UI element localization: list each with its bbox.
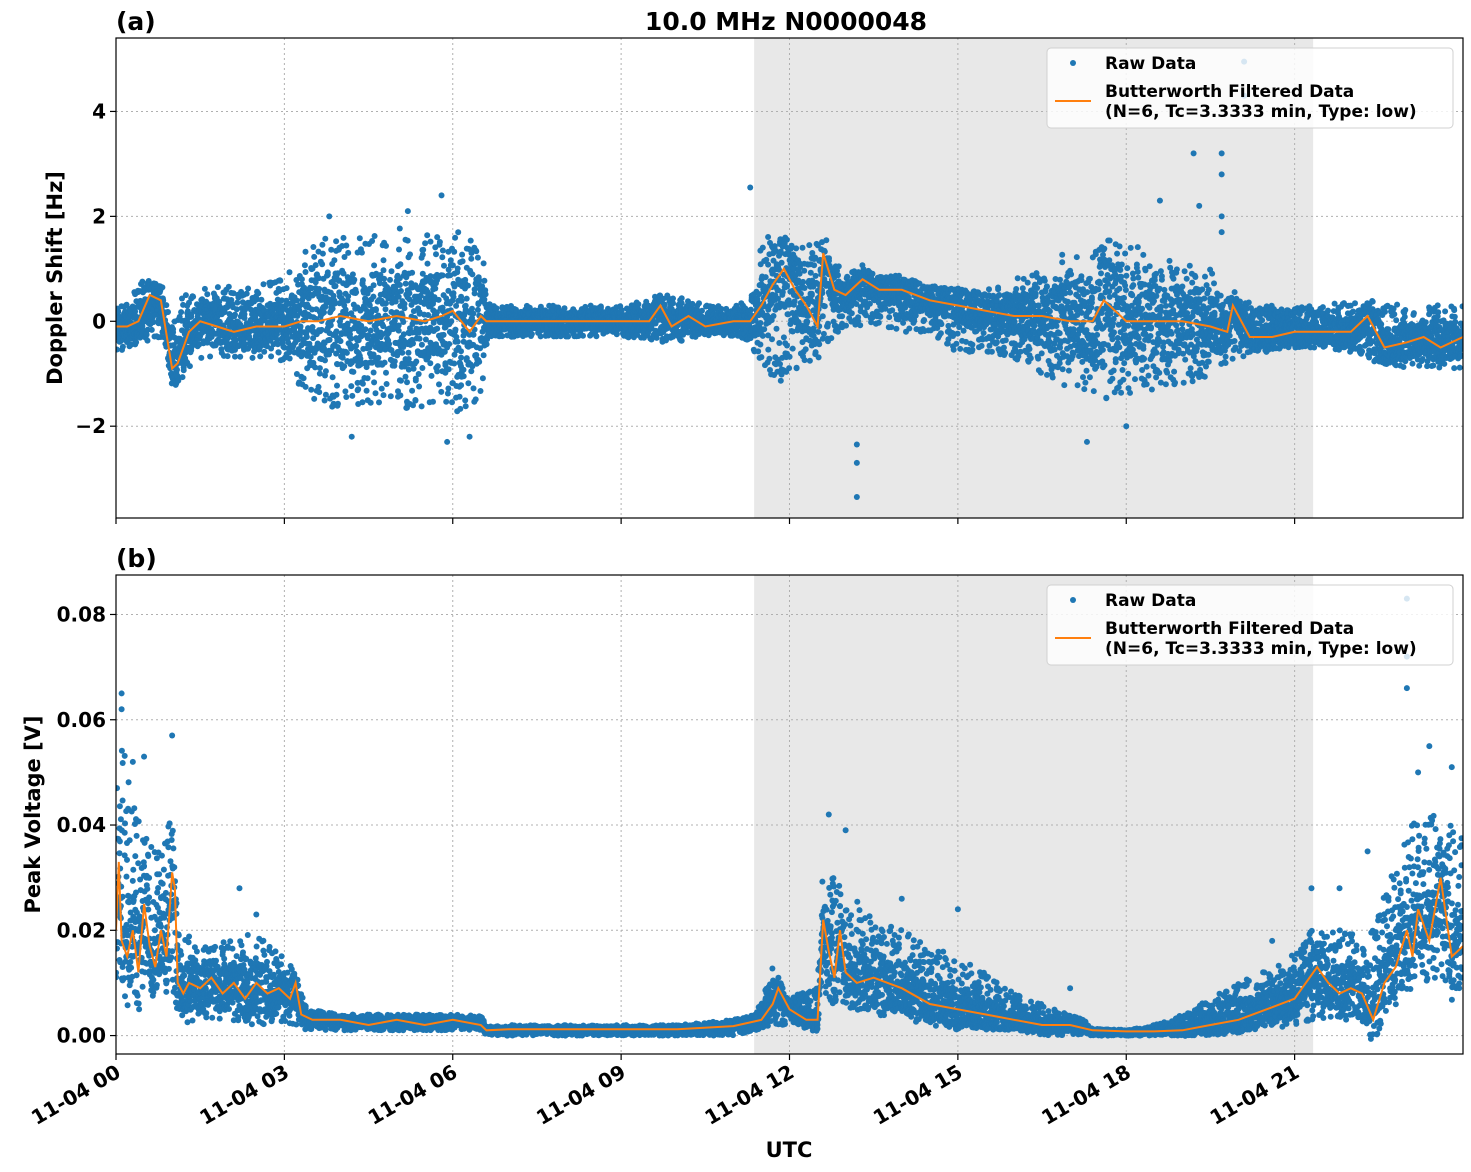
y-axis-label: Peak Voltage [V] <box>21 715 45 913</box>
raw-data-outlier <box>404 208 411 215</box>
raw-data-outlier <box>1269 937 1276 944</box>
panel-a-doppler-shift: −2 0 2 4 Doppler Shift [Hz] (a) Raw Data Butter… <box>43 7 1464 524</box>
x-axis-label: UTC <box>766 1138 813 1162</box>
legend: Raw Data Butterworth Filtered Data(N=6, T… <box>1046 584 1454 666</box>
legend-filtered-label: Butterworth Filtered Data <box>1105 82 1354 102</box>
raw-data-outlier <box>169 732 176 739</box>
x-tick-label: 11-04 06 <box>364 1060 462 1130</box>
raw-data-outlier <box>1364 848 1371 855</box>
raw-data-outlier <box>1403 685 1410 692</box>
raw-data-outlier <box>898 895 905 902</box>
raw-data-outlier <box>466 433 473 440</box>
x-tick-label: 11-04 09 <box>532 1060 630 1130</box>
raw-data-outlier <box>1218 150 1225 157</box>
raw-data-outlier <box>326 213 333 220</box>
raw-data-outlier <box>129 758 136 765</box>
filtered-data-line <box>116 861 1463 1033</box>
raw-data-outlier <box>236 885 243 892</box>
panel-label: (b) <box>116 544 157 573</box>
legend-raw-label: Raw Data <box>1105 591 1196 611</box>
raw-data-outlier <box>253 911 260 918</box>
raw-data-outlier <box>1218 171 1225 178</box>
legend: Raw Data Butterworth Filtered Data(N=6, T… <box>1046 47 1454 129</box>
raw-data-outlier <box>1336 885 1343 892</box>
raw-data-outlier <box>118 690 125 697</box>
raw-data-outlier <box>118 706 125 713</box>
raw-data-outlier <box>853 459 860 466</box>
legend-filtered-params: (N=6, Tc=3.3333 min, Type: low) <box>1105 639 1417 659</box>
raw-data-outlier <box>1156 197 1163 204</box>
y-tick-label: 0.08 <box>57 602 106 626</box>
legend-raw-marker <box>1070 597 1076 603</box>
x-tick-label: 11-04 18 <box>1037 1060 1135 1130</box>
raw-data-outlier <box>1426 743 1433 750</box>
raw-data-outlier <box>141 753 148 760</box>
raw-data-outlier <box>1190 150 1197 157</box>
raw-data-outlier <box>1415 769 1422 776</box>
raw-data-outlier <box>1083 438 1090 445</box>
legend-raw-label: Raw Data <box>1105 54 1196 74</box>
legend-filtered-params: (N=6, Tc=3.3333 min, Type: low) <box>1105 102 1417 122</box>
raw-data-outlier <box>1123 423 1130 430</box>
y-tick-label: 0.02 <box>57 918 106 942</box>
raw-data-outlier <box>1218 213 1225 220</box>
y-axis-label: Doppler Shift [Hz] <box>43 171 67 385</box>
x-tick-label: 11-04 12 <box>700 1060 798 1130</box>
y-tick-label: 4 <box>92 99 106 123</box>
raw-data-outlier <box>444 438 451 445</box>
raw-data-outlier <box>747 184 754 191</box>
x-tick-label: 11-04 03 <box>195 1060 293 1130</box>
raw-data-outlier <box>954 906 961 913</box>
chart-title: 10.0 MHz N0000048 <box>645 7 927 36</box>
x-tick-label: 11-04 00 <box>27 1060 125 1130</box>
y-tick-label: −2 <box>75 414 106 438</box>
raw-data-outlier <box>1448 764 1455 771</box>
filtered-data-line <box>116 252 1463 371</box>
x-tick-label: 11-04 21 <box>1206 1060 1304 1130</box>
legend-filtered-label: Butterworth Filtered Data <box>1105 619 1354 639</box>
y-tick-label: 2 <box>92 204 106 228</box>
x-tick-label: 11-04 15 <box>869 1060 967 1130</box>
y-tick-label: 0.06 <box>57 708 106 732</box>
raw-data-outlier <box>1067 985 1074 992</box>
y-tick-label: 0 <box>92 309 106 333</box>
raw-data-outlier <box>1196 202 1203 209</box>
raw-data-outlier <box>348 433 355 440</box>
panel-label: (a) <box>116 7 156 36</box>
y-tick-label: 0.00 <box>57 1024 106 1048</box>
panel-b-peak-voltage: 0.00 0.02 0.04 0.06 0.08 11-04 00 11-04 03 11-0… <box>21 544 1464 1130</box>
raw-data-outlier <box>853 494 860 501</box>
legend-raw-marker <box>1070 60 1076 66</box>
raw-data-outlier <box>853 441 860 448</box>
raw-data-outlier <box>842 827 849 834</box>
y-tick-label: 0.04 <box>57 813 106 837</box>
raw-data-outlier <box>825 811 832 818</box>
raw-data-outlier <box>1218 229 1225 236</box>
raw-data-outlier <box>438 192 445 199</box>
raw-data-outlier <box>1308 885 1315 892</box>
